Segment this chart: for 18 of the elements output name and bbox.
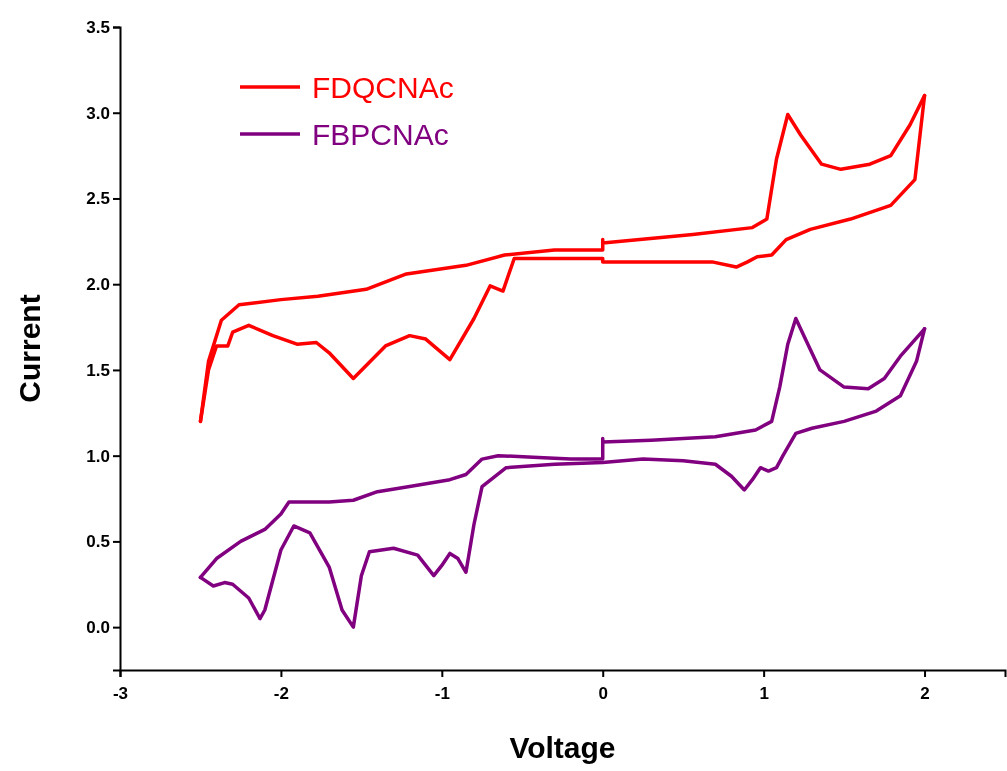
x-tick-label: -1	[434, 683, 450, 703]
y-tick-label: 3.5	[86, 17, 110, 37]
x-axis-title: Voltage	[509, 731, 616, 764]
legend-label: FDQCNAc	[312, 70, 454, 104]
y-tick-label: 1.0	[86, 446, 110, 466]
legend-label: FBPCNAc	[312, 117, 449, 151]
y-tick-label: 2.5	[86, 189, 110, 209]
y-tick-label: 0.0	[86, 618, 110, 638]
y-axis-title: Current	[13, 294, 46, 403]
y-tick-label: 2.0	[86, 275, 110, 295]
y-tick-label: 3.0	[86, 103, 110, 123]
y-tick-label: 0.5	[86, 532, 110, 552]
x-tick-label: 2	[920, 683, 930, 703]
x-tick-label: -3	[112, 683, 129, 703]
x-tick-label: 1	[759, 683, 769, 703]
x-tick-label: -2	[273, 683, 289, 703]
x-tick-label: 0	[598, 683, 608, 703]
y-tick-label: 1.5	[86, 360, 110, 380]
